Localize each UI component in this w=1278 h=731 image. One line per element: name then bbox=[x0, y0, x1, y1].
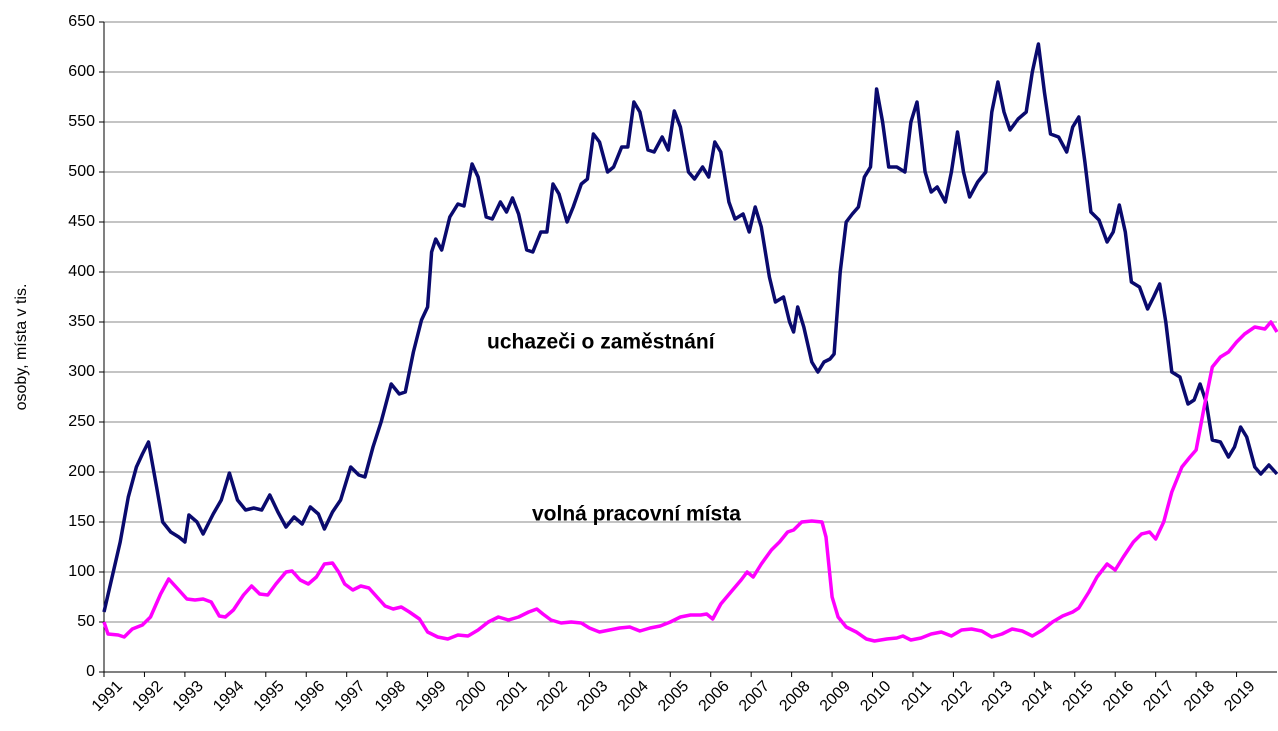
y-tick-label: 200 bbox=[68, 463, 95, 480]
x-tick-label: 1992 bbox=[129, 678, 166, 715]
annotation: volná pracovní místa bbox=[532, 503, 741, 526]
x-tick-label: 2010 bbox=[857, 678, 894, 715]
y-tick-label: 0 bbox=[86, 663, 95, 680]
x-tick-label: 1991 bbox=[89, 678, 126, 715]
x-tick-label: 2007 bbox=[736, 678, 773, 715]
y-axis-label: osoby, místa v tis. bbox=[13, 284, 30, 411]
x-tick-label: 2017 bbox=[1140, 678, 1177, 715]
y-tick-label: 150 bbox=[68, 513, 95, 530]
x-tick-label: 2008 bbox=[776, 678, 813, 715]
x-tick-label: 1996 bbox=[291, 678, 328, 715]
annotation: uchazeči o zaměstnání bbox=[487, 331, 716, 354]
x-tick-label: 2015 bbox=[1060, 678, 1097, 715]
x-tick-label: 1995 bbox=[251, 678, 288, 715]
y-tick-label: 100 bbox=[68, 563, 95, 580]
x-tick-label: 2009 bbox=[817, 678, 854, 715]
x-tick-label: 2013 bbox=[979, 678, 1016, 715]
y-tick-label: 450 bbox=[68, 213, 95, 230]
x-tick-label: 2019 bbox=[1221, 678, 1258, 715]
x-tick-label: 2018 bbox=[1181, 678, 1218, 715]
x-tick-label: 2005 bbox=[655, 678, 692, 715]
x-tick-label: 2000 bbox=[453, 678, 490, 715]
x-tick-label: 1998 bbox=[372, 678, 409, 715]
y-tick-label: 500 bbox=[68, 163, 95, 180]
y-tick-label: 250 bbox=[68, 413, 95, 430]
x-tick-label: 1993 bbox=[170, 678, 207, 715]
x-tick-label: 2004 bbox=[615, 678, 652, 715]
x-tick-label: 1997 bbox=[331, 678, 368, 715]
y-tick-label: 50 bbox=[77, 613, 95, 630]
y-tick-label: 400 bbox=[68, 263, 95, 280]
y-tick-label: 650 bbox=[68, 13, 95, 30]
x-tick-label: 2012 bbox=[938, 678, 975, 715]
series-line bbox=[102, 320, 1278, 643]
x-tick-label: 2014 bbox=[1019, 678, 1056, 715]
y-tick-label: 550 bbox=[68, 113, 95, 130]
y-tick-label: 350 bbox=[68, 313, 95, 330]
x-tick-label: 1994 bbox=[210, 678, 247, 715]
x-tick-label: 2006 bbox=[696, 678, 733, 715]
y-tick-label: 300 bbox=[68, 363, 95, 380]
x-tick-label: 2003 bbox=[574, 678, 611, 715]
series-line bbox=[102, 42, 1278, 613]
x-tick-label: 2002 bbox=[534, 678, 571, 715]
x-tick-label: 1999 bbox=[412, 678, 449, 715]
x-tick-label: 2001 bbox=[493, 678, 530, 715]
x-tick-label: 2016 bbox=[1100, 678, 1137, 715]
x-tick-label: 2011 bbox=[899, 678, 935, 714]
y-tick-label: 600 bbox=[68, 63, 95, 80]
